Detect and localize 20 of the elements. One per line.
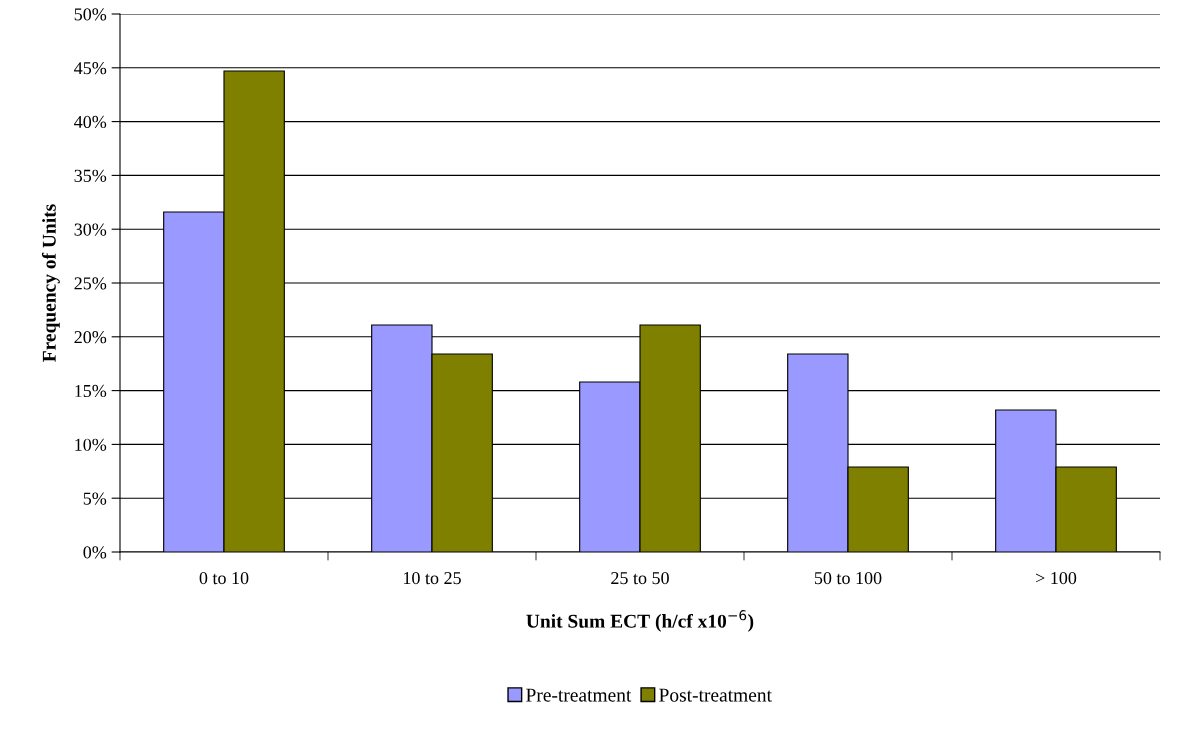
y-axis-title: Frequency of Units bbox=[41, 204, 60, 362]
legend-label: Post-treatment bbox=[659, 688, 772, 702]
y-tick-label: 45% bbox=[74, 62, 107, 75]
y-tick-label: 20% bbox=[74, 331, 107, 344]
y-tick-label: 35% bbox=[74, 169, 107, 182]
y-tick-label: 50% bbox=[74, 8, 107, 21]
y-tick-label: 0% bbox=[83, 546, 107, 559]
y-tick-label: 15% bbox=[75, 384, 107, 398]
y-tick-label: 5% bbox=[83, 492, 107, 505]
x-tick-label: 0 to 10 bbox=[199, 571, 249, 585]
y-tick-label: 40% bbox=[74, 115, 107, 129]
x-tick-label: 50 to 100 bbox=[814, 571, 882, 585]
x-tick-label: 25 to 50 bbox=[611, 571, 669, 585]
y-tick-label: 30% bbox=[74, 223, 107, 236]
y-tick-label: 25% bbox=[74, 277, 107, 290]
x-tick-label: > 100 bbox=[1036, 571, 1077, 585]
x-axis-title: Unit Sum ECT (h/cf x10$^{−6}$) bbox=[526, 610, 754, 632]
x-tick-label: 10 to 25 bbox=[404, 571, 461, 585]
y-tick-label: 10% bbox=[75, 438, 107, 451]
legend-label: Pre-treatment bbox=[526, 688, 632, 702]
